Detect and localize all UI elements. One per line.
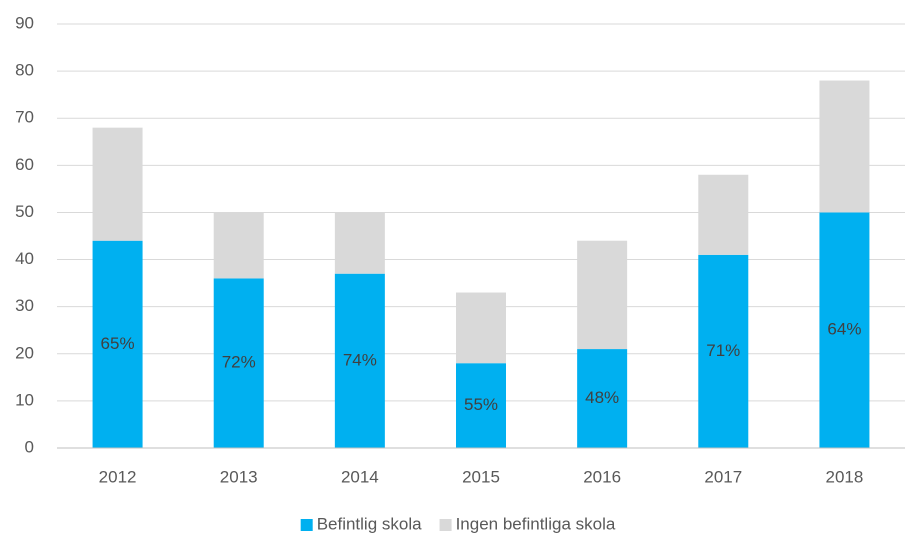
bar-segment — [819, 212, 870, 448]
data-label: 64% — [827, 320, 861, 339]
data-label: 65% — [101, 334, 135, 353]
x-tick-label: 2013 — [220, 467, 258, 486]
bar-segment — [698, 174, 749, 255]
y-tick-label: 0 — [25, 437, 34, 456]
y-tick-label: 80 — [15, 61, 34, 80]
bar-segment — [577, 349, 628, 448]
legend-swatch — [439, 519, 452, 531]
legend-label: Befintlig skola — [317, 514, 422, 533]
data-label: 71% — [706, 341, 740, 360]
y-tick-label: 30 — [15, 296, 34, 315]
y-tick-label: 10 — [15, 390, 34, 409]
bar-segment — [456, 363, 506, 448]
y-tick-label: 20 — [15, 343, 34, 362]
x-tick-label: 2018 — [826, 467, 864, 486]
data-label: 55% — [464, 395, 498, 414]
bar-segment — [819, 80, 870, 213]
bar-segment — [334, 273, 385, 448]
bar-segment — [92, 240, 143, 448]
data-label: 72% — [222, 353, 256, 372]
data-label: 74% — [343, 350, 377, 369]
x-tick-label: 2017 — [704, 467, 742, 486]
y-tick-label: 70 — [15, 108, 34, 127]
bar-segment — [213, 278, 264, 448]
bar-segment — [698, 254, 749, 448]
x-tick-label: 2015 — [462, 467, 500, 486]
x-tick-label: 2016 — [583, 467, 621, 486]
legend-label: Ingen befintliga skola — [456, 514, 616, 533]
y-tick-label: 50 — [15, 202, 34, 221]
data-label: 48% — [585, 388, 619, 407]
legend-swatch — [300, 519, 313, 531]
x-tick-label: 2014 — [341, 467, 379, 486]
y-tick-label: 40 — [15, 249, 34, 268]
x-tick-label: 2012 — [99, 467, 137, 486]
y-tick-label: 60 — [15, 155, 34, 174]
bar-segment — [577, 240, 628, 350]
y-tick-label: 90 — [15, 13, 34, 32]
bar-segment — [334, 212, 385, 274]
bar-segment — [213, 212, 264, 279]
bar-segment — [92, 127, 143, 241]
bar-segment — [456, 292, 506, 364]
